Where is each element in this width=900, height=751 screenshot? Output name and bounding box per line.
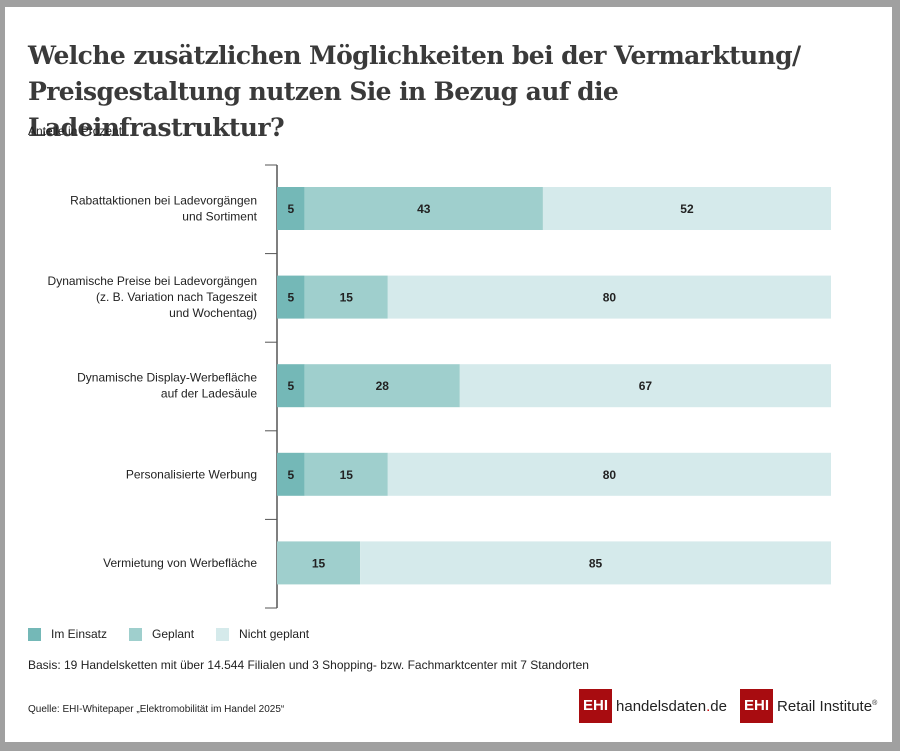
bar-segment-nicht-geplant (387, 275, 831, 319)
data-label: 85 (589, 556, 603, 570)
bar-segment-im-einsatz (277, 452, 305, 496)
data-label: 15 (312, 556, 326, 570)
category-label: und Wochentag) (169, 306, 257, 320)
category-label: Dynamische Display-Werbefläche (77, 371, 257, 385)
data-label: 5 (288, 291, 295, 305)
legend-item: Nicht geplant (216, 627, 309, 641)
data-label: 15 (340, 291, 354, 305)
retail-institute-logo-text: Retail Institute® (777, 698, 877, 715)
bar-segment-geplant (304, 187, 543, 230)
data-label: 5 (288, 468, 295, 482)
category-label: und Sortiment (182, 210, 257, 224)
data-label: 80 (603, 468, 617, 482)
ehi-logo-box: EHI (579, 689, 613, 723)
logo-dot: . (706, 697, 711, 715)
data-label: 5 (288, 202, 295, 216)
category-label: Dynamische Preise bei Ladevorgängen (48, 274, 257, 288)
bar-segment-geplant (304, 364, 460, 408)
data-label: 43 (417, 202, 431, 216)
category-label: Rabattaktionen bei Ladevorgängen (70, 194, 257, 208)
data-label: 15 (340, 468, 354, 482)
basis-note: Basis: 19 Handelsketten mit über 14.544 … (28, 658, 589, 672)
legend-label: Nicht geplant (239, 627, 310, 641)
chart-subtitle: Anteile in Prozent (28, 124, 123, 138)
category-label: auf der Ladesäule (161, 387, 257, 401)
bar-segment-nicht-geplant (387, 452, 831, 496)
legend-swatch (28, 627, 41, 641)
handelsdaten-logo-text: handelsdaten.de (616, 698, 727, 715)
bar-segment-nicht-geplant (459, 364, 831, 408)
logo-text-main: handelsdaten (616, 697, 707, 715)
category-label: (z. B. Variation nach Tageszeit (96, 290, 258, 304)
ehi-retail-institute-logo[interactable]: EHI Retail Institute® (740, 689, 877, 723)
data-label: 67 (639, 379, 653, 393)
bar-segment-im-einsatz (277, 364, 305, 408)
data-label: 5 (288, 379, 295, 393)
legend-label: Im Einsatz (51, 627, 108, 641)
bar-segment-geplant (304, 452, 388, 496)
registered-mark: ® (872, 699, 878, 707)
source-note: Quelle: EHI-Whitepaper „Elektromobilität… (28, 704, 285, 715)
legend: Im Einsatz Geplant Nicht geplant (28, 627, 331, 641)
bar-segment-im-einsatz (277, 275, 305, 319)
category-label: Personalisierte Werbung (126, 467, 257, 481)
data-label: 28 (376, 379, 390, 393)
handelsdaten-logo[interactable]: EHI handelsdaten.de (579, 689, 727, 723)
logo-tld: de (710, 697, 727, 715)
legend-label: Geplant (152, 627, 195, 641)
bar-segment-im-einsatz (277, 187, 305, 230)
category-label: Vermietung von Werbefläche (103, 556, 257, 570)
data-label: 80 (603, 291, 617, 305)
legend-swatch (129, 627, 143, 641)
legend-item: Im Einsatz (28, 627, 107, 641)
ehi-logo-box: EHI (740, 689, 774, 723)
bar-segment-nicht-geplant (542, 187, 831, 230)
legend-swatch (216, 627, 230, 641)
logo-text-main: Retail Institute (777, 697, 873, 715)
bar-segment-geplant (304, 275, 388, 319)
bar-segment-nicht-geplant (360, 541, 831, 585)
legend-item: Geplant (129, 627, 194, 641)
chart-title: Welche zusätzlichen Möglichkeiten bei de… (28, 41, 801, 142)
bar-segment-geplant (277, 541, 361, 585)
data-label: 52 (680, 202, 694, 216)
